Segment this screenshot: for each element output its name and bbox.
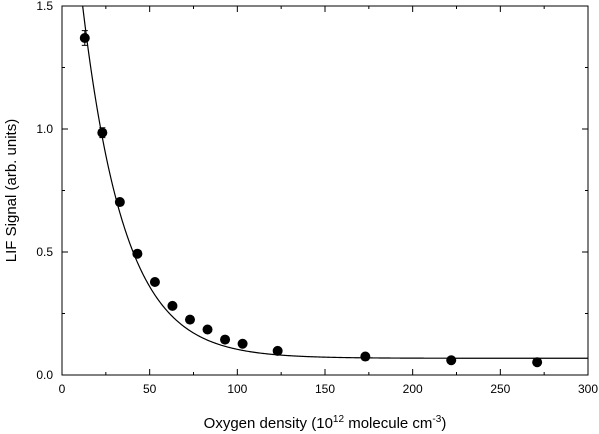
x-tick-labels: 0 50 100 150 200 250 300 xyxy=(59,382,599,396)
point-marker xyxy=(132,248,143,259)
point-marker xyxy=(446,355,457,366)
fit-curve xyxy=(82,5,588,359)
data-point xyxy=(132,248,143,259)
x-tick-label: 50 xyxy=(143,382,157,396)
x-tick-label: 0 xyxy=(59,382,66,396)
x-axis-ticks xyxy=(61,6,589,375)
x-tick-label: 200 xyxy=(403,382,423,396)
data-point xyxy=(149,277,160,288)
x-axis-title: Oxygen density (1012 molecule cm-3) xyxy=(204,414,447,432)
point-marker xyxy=(202,324,213,335)
x-axis-title-part: ) xyxy=(441,415,446,432)
point-marker xyxy=(237,338,248,349)
x-axis-title-exponent: 12 xyxy=(333,414,345,425)
point-marker xyxy=(97,127,108,138)
data-point xyxy=(272,345,283,356)
x-tick-label: 150 xyxy=(315,382,335,396)
point-marker xyxy=(532,357,543,368)
y-tick-label: 0.5 xyxy=(36,245,53,259)
data-point xyxy=(532,357,543,368)
point-marker xyxy=(360,351,371,362)
x-axis-title-part: Oxygen density (10 xyxy=(204,415,333,432)
x-tick-label: 300 xyxy=(578,382,598,396)
y-axis-ticks xyxy=(62,5,588,376)
y-tick-label: 0.0 xyxy=(36,368,53,382)
data-point xyxy=(167,300,178,311)
data-points xyxy=(79,30,543,368)
x-axis-title-exponent: -3 xyxy=(432,414,441,425)
data-point xyxy=(184,314,195,325)
data-point xyxy=(220,334,231,345)
y-tick-labels: 0.0 0.5 1.0 1.5 xyxy=(36,0,53,382)
point-marker xyxy=(272,345,283,356)
x-tick-label: 100 xyxy=(227,382,247,396)
point-marker xyxy=(184,314,195,325)
data-point xyxy=(360,351,371,362)
point-marker xyxy=(114,197,125,208)
point-marker xyxy=(220,334,231,345)
y-tick-label: 1.0 xyxy=(36,122,53,136)
data-point xyxy=(79,30,90,46)
data-point xyxy=(97,127,108,139)
data-point xyxy=(202,324,213,335)
y-tick-label: 1.5 xyxy=(36,0,53,13)
x-tick-label: 250 xyxy=(490,382,510,396)
point-marker xyxy=(149,277,160,288)
data-point xyxy=(446,355,457,366)
plot-frame xyxy=(61,5,589,376)
x-axis-title-part: molecule cm xyxy=(344,415,432,432)
point-marker xyxy=(79,32,90,43)
data-point xyxy=(237,338,248,349)
y-axis-title: LIF Signal (arb. units) xyxy=(3,119,20,262)
data-point xyxy=(114,197,125,208)
point-marker xyxy=(167,300,178,311)
